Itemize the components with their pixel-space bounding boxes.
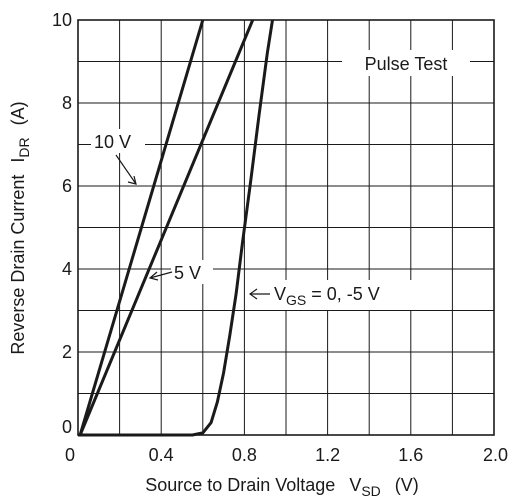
x-tick-label: 2.0 xyxy=(483,445,508,465)
label-5v-arrowhead xyxy=(148,271,159,281)
y-tick-label: 4 xyxy=(62,259,72,279)
label-10v-leader xyxy=(115,154,137,185)
y-tick-label: 2 xyxy=(62,342,72,362)
curve-vgs-0-minus5v xyxy=(78,19,274,437)
curve-10v xyxy=(78,19,205,436)
y-tick-label: 10 xyxy=(52,10,72,30)
x-tick-label: 1.6 xyxy=(398,445,423,465)
x-tick-label: 0.8 xyxy=(232,445,257,465)
series-label-vgs: VGS = 0, -5 V xyxy=(274,284,380,308)
y-tick-label: 0 xyxy=(62,417,72,437)
label-5v-box xyxy=(171,260,213,284)
label-5v-leader xyxy=(149,271,173,279)
curve-5v xyxy=(78,19,255,436)
y-tick-labels: 0 2 4 6 8 10 xyxy=(52,10,72,437)
label-vgs-box xyxy=(250,280,446,310)
x-tick-label: 1.2 xyxy=(315,445,340,465)
grid xyxy=(78,20,494,435)
y-tick-label: 8 xyxy=(62,93,72,113)
pulse-test-box xyxy=(342,50,470,76)
x-tick-label: 0 xyxy=(65,445,75,465)
series-label-5v: 5 V xyxy=(174,263,201,283)
label-10v-box xyxy=(91,129,145,153)
label-vgs-arrowhead xyxy=(248,288,258,300)
x-tick-label: 0.4 xyxy=(149,445,174,465)
y-axis-title: Reverse Drain CurrentIDR(A) xyxy=(8,101,32,354)
x-axis-title: Source to Drain Voltage VSD (V) xyxy=(145,475,419,499)
curves xyxy=(78,19,274,437)
x-tick-labels: 0 0.4 0.8 1.2 1.6 2.0 xyxy=(65,445,508,465)
pulse-test-annotation: Pulse Test xyxy=(365,54,448,74)
y-tick-label: 6 xyxy=(62,176,72,196)
series-label-10v: 10 V xyxy=(94,132,131,152)
plot-frame xyxy=(77,19,495,436)
label-10v-arrowhead xyxy=(127,175,137,185)
